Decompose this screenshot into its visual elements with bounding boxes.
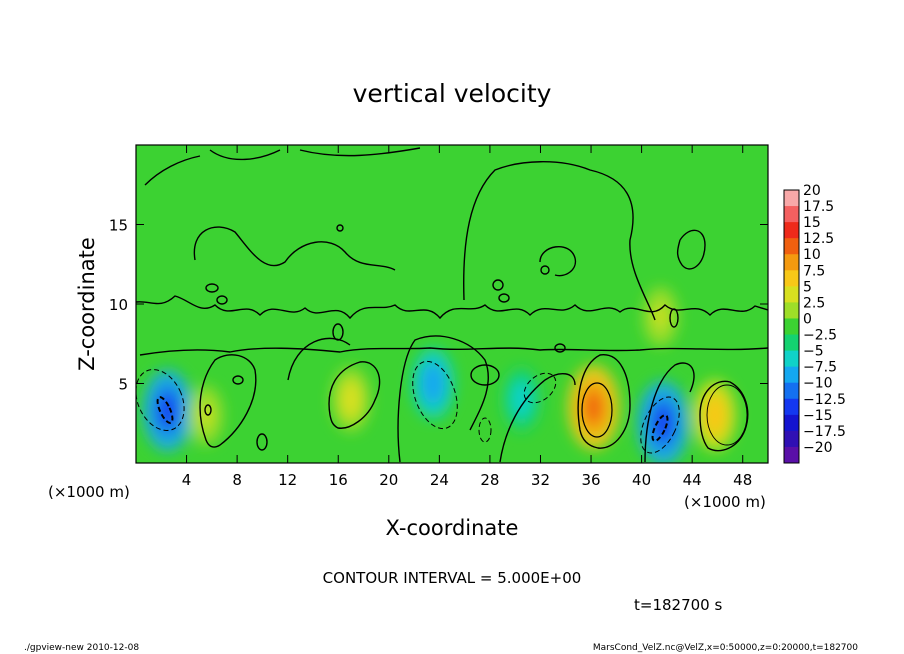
y-tick-label: 15 [109, 217, 128, 235]
x-tick-label: 28 [480, 471, 499, 489]
plot-area [136, 145, 768, 463]
colorbar-swatch [784, 318, 799, 336]
colorbar-label: −12.5 [803, 392, 846, 408]
y-axis-label: Z-coordinate [75, 237, 99, 371]
colorbar-label: 2.5 [803, 295, 825, 311]
chart-title: vertical velocity [353, 79, 552, 108]
footer-right: MarsCond_VelZ.nc@VelZ,x=0:50000,z=0:2000… [593, 643, 858, 653]
colorbar-swatch [784, 190, 799, 207]
x-tick-label: 40 [632, 471, 651, 489]
footer-left: ./gpview-new 2010-12-08 [24, 643, 139, 653]
x-tick-label: 44 [683, 471, 702, 489]
colorbar-label: −17.5 [803, 424, 846, 440]
colorbar-label: −2.5 [803, 328, 837, 344]
colorbar-swatch [784, 334, 799, 352]
x-unit-label-left: (×1000 m) [48, 483, 130, 501]
colorbar-swatch [784, 222, 799, 239]
colorbar-label: −10 [803, 376, 833, 392]
colorbar-label: 12.5 [803, 231, 834, 247]
x-axis-ticks: 4 8 12 16 20 24 28 32 36 40 44 48 [182, 145, 752, 489]
x-tick-label: 20 [379, 471, 398, 489]
anomaly-core [345, 388, 357, 411]
colorbar-label: 15 [803, 215, 821, 231]
x-tick-label: 36 [581, 471, 600, 489]
colorbar-label: −15 [803, 408, 833, 424]
x-tick-label: 8 [232, 471, 242, 489]
colorbar-swatch [784, 446, 799, 464]
negative-contours [136, 360, 680, 454]
colorbar-label: −5 [803, 344, 824, 360]
colorbar-swatch [784, 206, 799, 223]
contour-lines [136, 147, 768, 463]
colorbar-swatch [784, 350, 799, 368]
anomaly-core [426, 371, 440, 396]
x-tick-label: 24 [430, 471, 449, 489]
colorbar-label: 10 [803, 247, 821, 263]
colorbar: 2017.51512.5107.552.50−2.5−5−7.5−10−12.5… [783, 183, 846, 464]
x-tick-label: 12 [278, 471, 297, 489]
x-axis-label: X-coordinate [386, 516, 519, 540]
colorbar-label: −7.5 [803, 360, 837, 376]
colorbar-swatch [784, 430, 799, 448]
colorbar-swatch [784, 414, 799, 432]
x-tick-label: 16 [329, 471, 348, 489]
x-tick-label: 4 [182, 471, 192, 489]
colorbar-frame [783, 189, 800, 464]
colorbar-swatch [784, 254, 799, 271]
colorbar-swatch [784, 398, 799, 416]
x-tick-label: 48 [733, 471, 752, 489]
colorbar-swatch [784, 238, 799, 255]
anomaly-core [655, 306, 666, 328]
colorbar-label: 20 [803, 183, 821, 199]
anomaly-core [515, 388, 528, 411]
anomaly-core [200, 404, 211, 426]
positive-contours [581, 382, 748, 446]
colorbar-swatch [784, 286, 799, 303]
anomaly-core [585, 392, 602, 423]
colorbar-label: 17.5 [803, 199, 834, 215]
colorbar-label: 0 [803, 311, 812, 327]
colorbar-label: 7.5 [803, 263, 825, 279]
time-label: t=182700 s [634, 596, 722, 614]
x-unit-label-right: (×1000 m) [684, 493, 766, 511]
colorbar-swatch [784, 382, 799, 400]
x-tick-label: 32 [531, 471, 550, 489]
y-tick-label: 5 [118, 376, 128, 394]
colorbar-label: 5 [803, 279, 812, 295]
contour-interval: CONTOUR INTERVAL = 5.000E+00 [323, 569, 582, 587]
colorbar-swatch [784, 302, 799, 319]
y-tick-label: 10 [109, 296, 128, 314]
y-axis-ticks: 5 10 15 [109, 217, 768, 394]
colorbar-swatch [784, 270, 799, 287]
colorbar-label: −20 [803, 440, 833, 456]
anomaly-core [708, 402, 722, 428]
colorbar-swatch [784, 366, 799, 384]
